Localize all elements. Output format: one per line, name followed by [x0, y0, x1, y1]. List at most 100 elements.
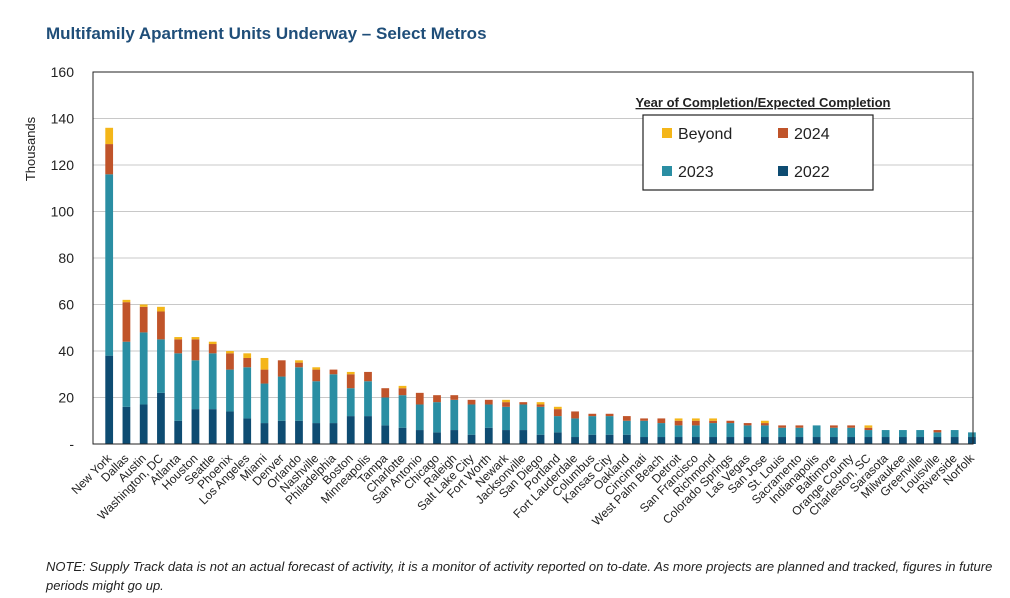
bar-segment-2022 — [674, 437, 683, 444]
bar-segment-2024 — [657, 418, 666, 424]
bar-segment-2023 — [916, 430, 925, 438]
bar-segment-2023 — [329, 374, 338, 424]
bar-segment-2022 — [226, 411, 234, 444]
bar-segment-2022 — [398, 427, 407, 444]
bar-segment-2024 — [622, 416, 631, 421]
bar-segment-2024 — [795, 425, 804, 428]
legend-label: 2022 — [794, 164, 830, 181]
bar-segment-2024 — [381, 388, 390, 398]
bar-segment-2022 — [277, 420, 286, 444]
bar-segment-2024 — [674, 420, 683, 426]
bar-segment-2022 — [312, 423, 321, 444]
bar-segment-2024 — [519, 402, 528, 405]
bar-segment-2022 — [295, 420, 303, 444]
bar-segment-2022 — [105, 355, 114, 444]
bar-segment-2022 — [778, 437, 786, 444]
bar-segment-2023 — [191, 360, 200, 410]
bar-segment-beyond — [864, 425, 873, 428]
y-tick-label: 120 — [51, 157, 75, 173]
bar-segment-2022 — [571, 437, 579, 444]
chart-title: Multifamily Apartment Units Underway – S… — [46, 24, 487, 43]
bar-segment-beyond — [139, 304, 148, 307]
bar-segment-beyond — [191, 337, 200, 340]
bar-segment-2024 — [760, 423, 769, 426]
bar-segment-2022 — [847, 437, 856, 444]
bar-segment-2022 — [760, 437, 769, 444]
bar-segment-beyond — [260, 357, 269, 370]
bar-segment-2023 — [433, 402, 441, 433]
legend-swatch — [778, 128, 788, 138]
bar-segment-2024 — [864, 427, 873, 431]
bar-segment-2024 — [174, 339, 183, 354]
bar-segment-2023 — [157, 339, 165, 393]
bar-segment-2024 — [415, 392, 424, 405]
bar-segment-2024 — [743, 423, 752, 426]
bar-segment-2022 — [243, 418, 252, 444]
bar-segment-2022 — [553, 432, 562, 444]
bar-segment-2023 — [243, 367, 252, 419]
legend-swatch — [662, 128, 672, 138]
bar-segment-2024 — [329, 369, 338, 375]
bar-segment-2023 — [709, 423, 717, 438]
bar-segment-beyond — [295, 360, 303, 363]
bar-segment-2024 — [847, 425, 856, 428]
legend-label: Beyond — [678, 126, 732, 143]
legend-swatch — [778, 166, 788, 176]
bar-segment-2024 — [571, 411, 579, 419]
plot-frame — [92, 71, 974, 445]
bar-segment-2022 — [346, 416, 355, 444]
bar-segment-2024 — [433, 395, 441, 403]
bar-segment-2022 — [450, 430, 459, 444]
bar-segment-2022 — [329, 423, 338, 444]
bar-segment-2023 — [174, 353, 183, 421]
bar-segment-2022 — [174, 420, 183, 444]
bar-segment-2022 — [605, 434, 614, 444]
bar-segment-2023 — [139, 332, 148, 405]
bar-segment-2022 — [622, 434, 631, 444]
bar-segment-2023 — [674, 425, 683, 438]
y-tick-label: 40 — [58, 343, 74, 359]
bar-segment-2023 — [381, 397, 390, 426]
bar-segment-beyond — [536, 402, 545, 405]
y-tick-label: 100 — [51, 204, 75, 220]
y-axis-label: Thousands — [23, 116, 38, 181]
bar-segment-2023 — [571, 418, 579, 438]
bar-segment-2022 — [657, 437, 666, 444]
bar-segment-2024 — [605, 413, 614, 417]
bar-segment-2024 — [709, 420, 717, 424]
bar-segment-2024 — [157, 311, 165, 340]
bar-segment-beyond — [105, 127, 114, 145]
bar-segment-2024 — [139, 306, 148, 333]
bar-segment-2022 — [899, 437, 907, 444]
y-tick-label: 160 — [51, 64, 75, 80]
bar-segment-2024 — [933, 430, 942, 433]
bar-segment-2022 — [726, 437, 735, 444]
bar-segment-2023 — [847, 427, 856, 438]
legend-box — [642, 114, 874, 191]
y-tick-label: 60 — [58, 297, 74, 313]
bar-segment-beyond — [174, 337, 183, 340]
bar-segment-2024 — [691, 420, 700, 426]
bar-segment-2024 — [346, 374, 355, 389]
bar-segment-2023 — [312, 381, 321, 424]
bar-segment-2023 — [657, 423, 666, 438]
bar-segment-2022 — [812, 437, 821, 444]
bar-segment-2023 — [605, 416, 614, 435]
bar-segment-2023 — [743, 425, 752, 438]
legend: Year of Completion/Expected Completion B… — [636, 95, 891, 191]
bar-segment-beyond — [691, 418, 700, 421]
bar-segment-2023 — [968, 432, 976, 438]
bar-segment-2023 — [295, 367, 303, 421]
bar-segment-2022 — [743, 437, 752, 444]
legend-label: 2024 — [794, 126, 830, 143]
bar-segment-2022 — [916, 437, 925, 444]
bar-segment-2023 — [830, 427, 838, 438]
bar-segment-2022 — [191, 409, 200, 444]
bar-segment-2023 — [864, 430, 873, 438]
bar-segment-2023 — [640, 420, 648, 438]
bar-segment-beyond — [312, 367, 321, 370]
bar-segment-beyond — [502, 399, 510, 403]
bar-segment-2023 — [364, 381, 372, 417]
bar-segment-2023 — [795, 427, 804, 438]
